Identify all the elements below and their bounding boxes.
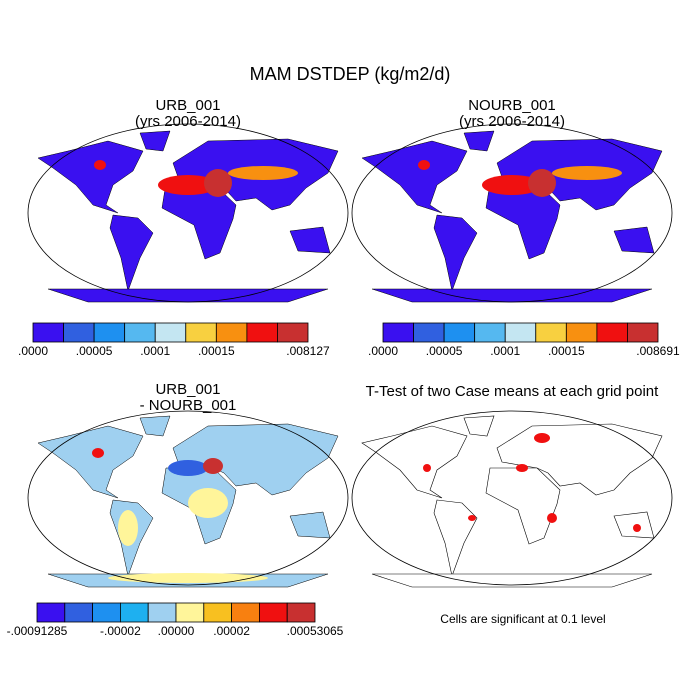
colorbar-label: .00015 <box>548 344 585 358</box>
colorbar-label: .00002 <box>213 624 250 638</box>
panel-title: NOURB_001 <box>468 97 556 114</box>
colorbar-box <box>32 322 64 343</box>
colorbar-box <box>535 322 567 343</box>
colorbar-box <box>93 322 126 343</box>
colorbar-box <box>64 602 94 623</box>
colorbar-box <box>382 322 414 343</box>
colorbar-box <box>596 322 628 343</box>
colorbar-label: .00000 <box>158 624 195 638</box>
colorbar-box <box>246 322 278 343</box>
panel-title: (yrs 2006-2014) <box>135 113 241 130</box>
colorbar-box <box>504 322 537 343</box>
colorbar-label: .0000 <box>368 344 398 358</box>
colorbar-label: .008691 <box>636 344 680 358</box>
colorbar-label: .0001 <box>140 344 170 358</box>
colorbar-box <box>443 322 476 343</box>
map <box>351 123 673 303</box>
colorbar-label: .00053065 <box>287 624 344 638</box>
colorbar-box <box>277 322 309 343</box>
colorbar-box <box>175 602 205 623</box>
colorbar-box <box>627 322 659 343</box>
panel-title: URB_001 <box>155 97 220 114</box>
colorbar-label: .0001 <box>490 344 520 358</box>
panel-title: URB_001 <box>155 381 220 398</box>
colorbar-box <box>286 602 316 623</box>
colorbar-box <box>185 322 217 343</box>
colorbar-label: .00005 <box>426 344 463 358</box>
colorbar-label: .0000 <box>18 344 48 358</box>
colorbar-box <box>413 322 445 343</box>
map <box>351 410 673 588</box>
colorbar-box <box>36 602 66 623</box>
map <box>27 123 349 303</box>
panel-title: (yrs 2006-2014) <box>459 113 565 130</box>
colorbar-box <box>147 602 177 623</box>
colorbar-box <box>120 602 149 623</box>
colorbar-box <box>215 322 248 343</box>
note: Cells are significant at 0.1 level <box>440 612 605 626</box>
colorbar-box <box>565 322 598 343</box>
map <box>27 410 349 588</box>
panel-title: T-Test of two Case means at each grid po… <box>366 383 659 400</box>
colorbar-box <box>124 322 156 343</box>
colorbar-box <box>63 322 95 343</box>
colorbar-box <box>92 602 121 623</box>
colorbar-box <box>231 602 260 623</box>
colorbar-box <box>203 602 233 623</box>
colorbar-box <box>258 602 288 623</box>
colorbar-label: -.00091285 <box>7 624 68 638</box>
colorbar-label: -.00002 <box>100 624 141 638</box>
main-title: MAM DSTDEP (kg/m2/d) <box>250 64 451 84</box>
colorbar-label: .00005 <box>76 344 113 358</box>
colorbar-box <box>154 322 187 343</box>
panel-title: - NOURB_001 <box>140 397 237 414</box>
colorbar-box <box>474 322 506 343</box>
colorbar-label: .00015 <box>198 344 235 358</box>
colorbar-label: .008127 <box>286 344 330 358</box>
